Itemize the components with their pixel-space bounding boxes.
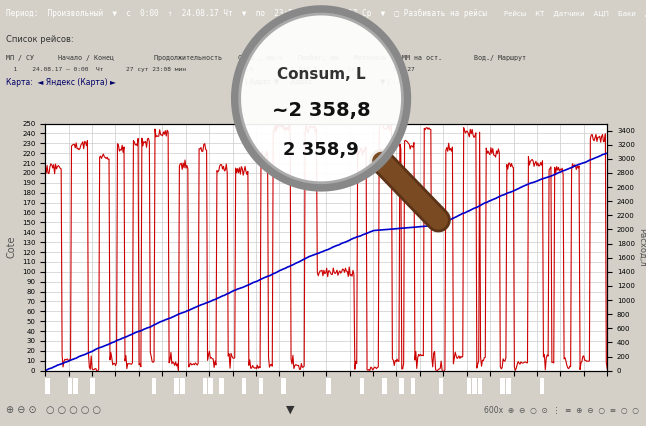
Text: ~2 358,8: ~2 358,8 [272, 101, 370, 120]
Bar [326, 378, 331, 394]
Text: Рейсы    КТ    Датчики    АЦП    Баки    Двигат.    Фильтры    Плеер    ●: Рейсы КТ Датчики АЦП Баки Двигат. Фильтр… [504, 11, 646, 17]
Bar [399, 378, 404, 394]
Bar [360, 378, 364, 394]
Bar [68, 378, 72, 394]
Bar [174, 378, 179, 394]
Bar [74, 378, 78, 394]
Text: Карта:  ◄ Яндекс (Карта) ►: Карта: ◄ Яндекс (Карта) ► [6, 78, 116, 86]
Text: Список рейсов:: Список рейсов: [6, 35, 74, 44]
Bar [242, 378, 246, 394]
Text: МП / СУ      Начало / Конец          Продолжительность    Скор., км/ч    Пробег,: МП / СУ Начало / Конец Продолжительность… [6, 55, 526, 61]
Bar [506, 378, 510, 394]
Bar [382, 378, 387, 394]
Text: 600x  ⊕  ⊖  ○  ⊙  ⋮  ≡  ⊕  ⊖  ○  ≡  ○  ○: 600x ⊕ ⊖ ○ ⊙ ⋮ ≡ ⊕ ⊖ ○ ≡ ○ ○ [484, 406, 640, 414]
Bar [220, 378, 224, 394]
Bar [466, 378, 471, 394]
Bar [478, 378, 483, 394]
Bar [501, 378, 505, 394]
Y-axis label: Расход,л: Расход,л [637, 228, 646, 266]
Bar [281, 378, 286, 394]
Text: | Адрес ▼     Адрес                              ▼ | - +: | Адрес ▼ Адрес ▼ | - + [245, 78, 403, 86]
Text: ⊕ ⊖ ⊙   ○ ○ ○ ○ ○: ⊕ ⊖ ⊙ ○ ○ ○ ○ ○ [6, 405, 101, 415]
Bar [472, 378, 477, 394]
Bar [259, 378, 264, 394]
Bar [45, 378, 50, 394]
Polygon shape [235, 9, 407, 187]
Bar [411, 378, 415, 394]
Bar [152, 378, 156, 394]
Bar [439, 378, 443, 394]
Bar [540, 378, 545, 394]
Y-axis label: Cote: Cote [6, 236, 16, 258]
Bar [180, 378, 185, 394]
Text: 1    24.08.17 – 0:00  Чт      27 сут 23:08 мин              99,5          1 032,: 1 24.08.17 – 0:00 Чт 27 сут 23:08 мин 99… [6, 67, 415, 72]
Text: ▼: ▼ [286, 405, 295, 415]
Text: 2 358,9: 2 358,9 [283, 141, 359, 159]
Bar [203, 378, 207, 394]
Text: Период:  Произвольный  ▼  с  0:00  ↑  24.08.17 Чт  ▼  по  23:59  ↑  20.09.17 Ср : Период: Произвольный ▼ с 0:00 ↑ 24.08.17… [6, 9, 488, 18]
Bar [90, 378, 95, 394]
Bar [208, 378, 213, 394]
Text: Consum, L: Consum, L [276, 67, 366, 83]
